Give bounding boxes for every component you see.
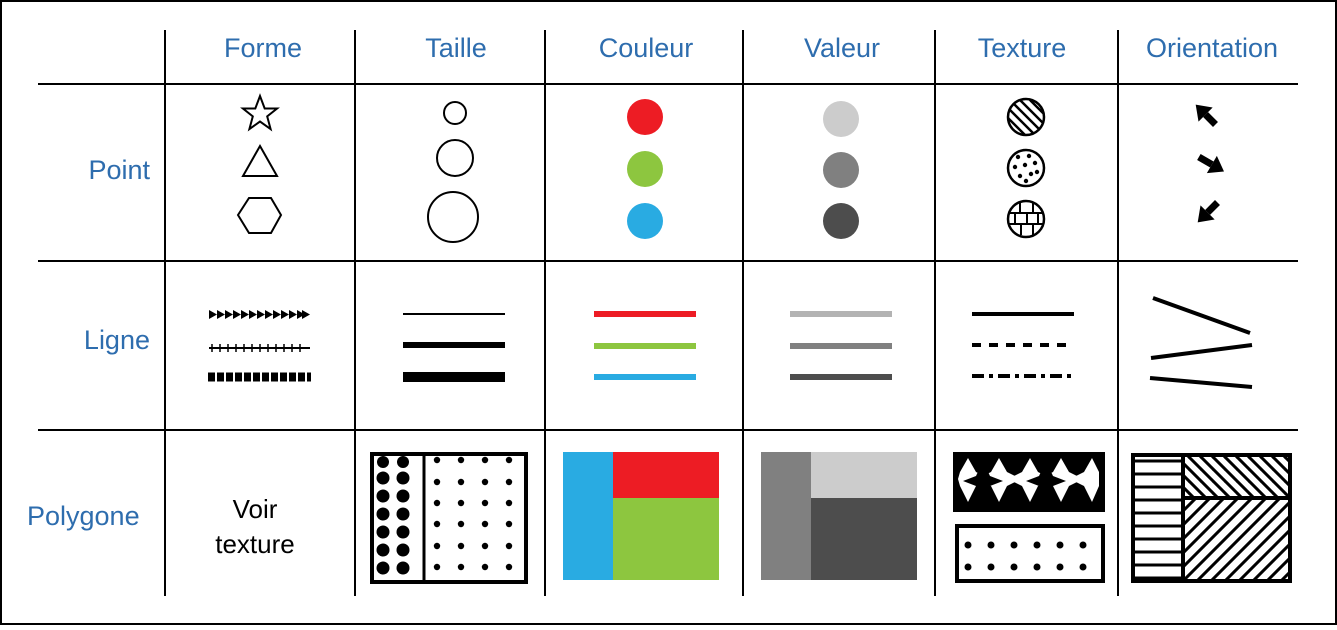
point-texture-symbols xyxy=(1006,97,1046,239)
column-header-couleur: Couleur xyxy=(598,33,694,63)
hexagon-icon xyxy=(236,197,283,234)
point-shape-symbols xyxy=(236,93,283,234)
point-orientation-symbols xyxy=(1195,104,1224,223)
line-texture-symbols xyxy=(972,312,1074,378)
polygon-shape-note-line2: texture xyxy=(215,529,295,559)
polygon-texture-symbol xyxy=(953,452,1105,583)
column-header-valeur: Valeur xyxy=(803,33,881,63)
row-header-point: Point xyxy=(88,155,150,185)
star-icon xyxy=(240,93,280,132)
line-value-symbols xyxy=(790,311,892,380)
column-header-taille: Taille xyxy=(425,33,487,63)
row-header-ligne: Ligne xyxy=(83,325,150,355)
line-orientation-symbols xyxy=(1149,296,1253,389)
column-header-texture: Texture xyxy=(977,33,1067,63)
polygon-size-symbol xyxy=(370,452,528,584)
polygon-value-symbol xyxy=(761,452,917,580)
point-value-symbols xyxy=(823,101,859,239)
point-size-symbols xyxy=(427,101,479,243)
polygon-shape-note: Voir texture xyxy=(190,492,320,562)
row-header-polygone: Polygone xyxy=(27,501,140,531)
polygon-orientation-symbol xyxy=(1131,453,1292,583)
line-color-symbols xyxy=(594,311,696,380)
polygon-color-symbol xyxy=(563,452,719,580)
column-header-forme: Forme xyxy=(223,33,303,63)
line-size-symbols xyxy=(403,313,505,382)
point-color-symbols xyxy=(627,99,663,239)
polygon-shape-note-line1: Voir xyxy=(232,494,278,524)
grid-lines xyxy=(38,30,1298,596)
column-header-orientation: Orientation xyxy=(1145,33,1279,63)
line-shape-symbols xyxy=(208,310,311,382)
triangle-icon xyxy=(241,143,279,177)
